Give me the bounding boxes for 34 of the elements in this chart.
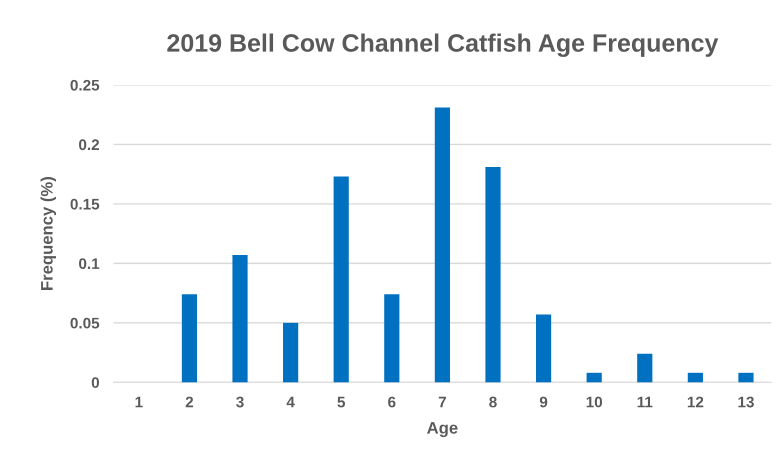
bar: [384, 294, 400, 382]
y-axis-title: Frequency (%): [40, 177, 56, 290]
x-tick-label: 12: [688, 396, 704, 408]
x-tick-label: 3: [236, 396, 244, 408]
x-tick-label: 2: [186, 396, 194, 408]
x-tick-label: 11: [638, 396, 652, 408]
bar: [283, 322, 298, 382]
x-tick-label: 9: [540, 396, 548, 408]
y-tick-label: 0.05: [70, 318, 100, 329]
bar: [232, 255, 248, 382]
x-tick-label: 1: [136, 396, 143, 408]
bar: [536, 314, 552, 382]
y-tick-label: 0: [92, 377, 100, 388]
x-tick-label: 7: [438, 396, 446, 408]
bar: [738, 372, 754, 382]
x-axis-title: Age: [427, 422, 458, 438]
y-tick-label: 0.1: [79, 258, 100, 270]
x-tick-label: 6: [388, 396, 396, 408]
bar: [434, 108, 450, 382]
y-tick-label: 0.25: [70, 80, 100, 91]
x-tick-label: 4: [286, 396, 295, 408]
bar: [334, 176, 349, 382]
chart-title: 2019 Bell Cow Channel Catfish Age Frequency: [167, 34, 718, 57]
bar: [182, 294, 198, 382]
bar: [485, 167, 501, 382]
x-tick-label: 8: [489, 396, 497, 408]
bar: [586, 372, 602, 382]
bar: [688, 372, 703, 382]
x-tick-label: 5: [337, 396, 346, 408]
bar: [637, 354, 652, 382]
y-tick-label: 0.15: [70, 198, 100, 210]
y-tick-label: 0.2: [79, 139, 100, 150]
x-tick-label: 10: [586, 396, 602, 408]
x-tick-label: 13: [738, 396, 754, 408]
